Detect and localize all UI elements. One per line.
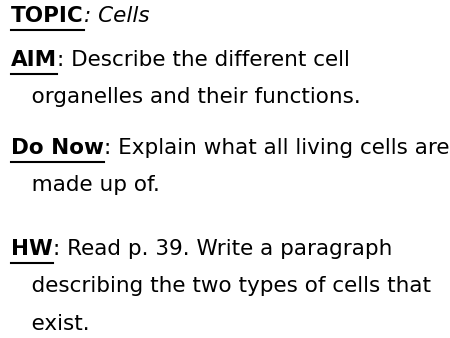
Text: describing the two types of cells that: describing the two types of cells that	[11, 276, 431, 296]
Text: Do Now: Do Now	[11, 138, 104, 158]
Text: : Describe the different cell: : Describe the different cell	[58, 50, 350, 70]
Text: AIM: AIM	[11, 50, 58, 70]
Text: : Read p. 39. Write a paragraph: : Read p. 39. Write a paragraph	[53, 239, 392, 259]
Text: HW: HW	[11, 239, 53, 259]
Text: exist.: exist.	[11, 314, 90, 334]
Text: : Cells: : Cells	[84, 6, 149, 26]
Text: organelles and their functions.: organelles and their functions.	[11, 87, 361, 107]
Text: made up of.: made up of.	[11, 175, 160, 195]
Text: TOPIC: TOPIC	[11, 6, 84, 26]
Text: : Explain what all living cells are: : Explain what all living cells are	[104, 138, 450, 158]
